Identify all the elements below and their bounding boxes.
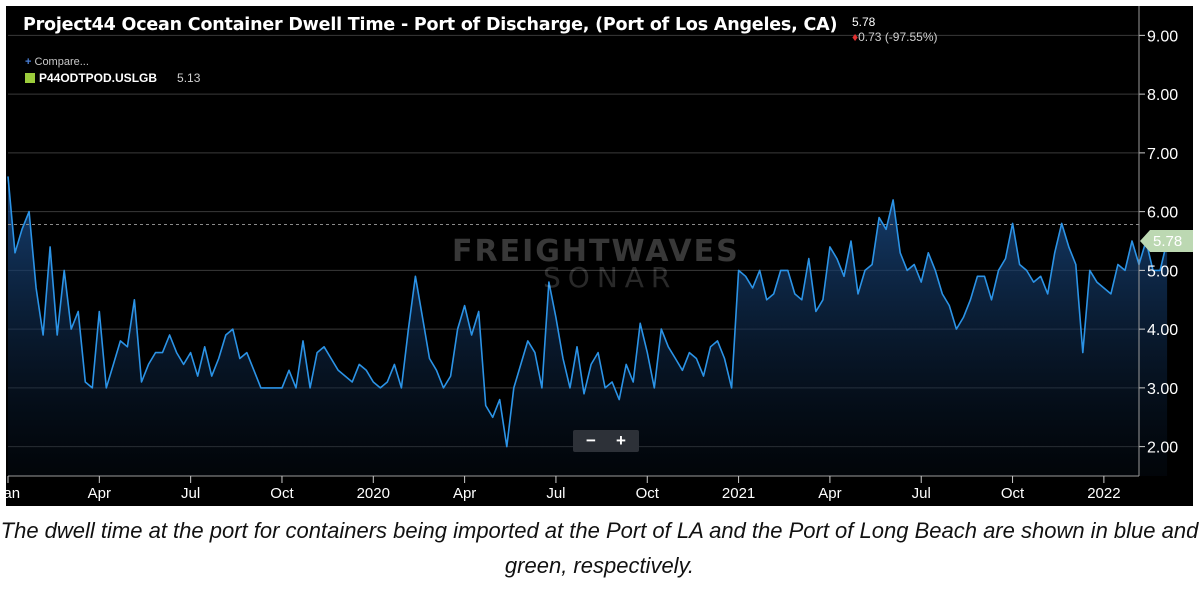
value-flag-shape [1140, 230, 1193, 252]
x-tick-label: Oct [636, 485, 660, 502]
zoom-in-button[interactable]: + [616, 431, 626, 450]
figure-caption: The dwell time at the port for container… [0, 518, 1199, 578]
x-tick-label: 2021 [722, 485, 755, 502]
legend-value: 5.13 [177, 71, 201, 85]
zoom-out-button[interactable]: − [586, 431, 596, 450]
x-tick-label: Apr [818, 485, 841, 502]
change-text: 0.73 (-97.55%) [858, 30, 938, 44]
value-flag-label: 5.78 [1153, 233, 1182, 250]
chart-plot: 2.00 3.00 4.00 5.00 6.00 7.00 8.00 9.00 Jan Apr Ju… [6, 6, 1193, 502]
last-value: 5.78 [852, 15, 876, 29]
x-tick-label: Jan [6, 485, 20, 502]
y-tick-label: 4.00 [1147, 322, 1178, 339]
x-tick-label: Jul [181, 485, 200, 502]
x-tick-label: Jul [912, 485, 931, 502]
legend-entry[interactable]: P44ODTPOD.USLGB 5.13 [25, 71, 200, 85]
plus-icon: + [25, 56, 32, 68]
x-tick-label: Oct [1001, 485, 1025, 502]
series-line [7, 176, 1168, 448]
y-tick-label: 8.00 [1147, 87, 1178, 104]
y-tick-label: 7.00 [1147, 146, 1178, 163]
legend-symbol: P44ODTPOD.USLGB [39, 71, 158, 85]
x-tick-label: Jul [546, 485, 565, 502]
change-indicator-icon: ♦ [852, 30, 859, 44]
y-tick-label: 5.00 [1147, 263, 1178, 280]
chart-panel: 2.00 3.00 4.00 5.00 6.00 7.00 8.00 9.00 Jan Apr Ju… [6, 6, 1193, 506]
y-tick-label: 9.00 [1147, 28, 1178, 45]
series-area-fill [8, 176, 1168, 476]
change-value: ♦0.73 (-97.55%) [852, 30, 938, 44]
zoom-controls: − + [573, 430, 639, 452]
y-tick-label: 2.00 [1147, 440, 1178, 457]
watermark-sonar: SONAR [543, 261, 678, 294]
chart-title: Project44 Ocean Container Dwell Time - P… [23, 15, 838, 35]
x-tick-label: 2022 [1087, 485, 1120, 502]
legend-swatch [25, 73, 35, 83]
compare-label: Compare... [34, 56, 89, 68]
x-tick-label: Apr [453, 485, 476, 502]
x-tick-label: Apr [88, 485, 111, 502]
y-tick-label: 6.00 [1147, 205, 1178, 222]
flag-la-last-value: 5.78 [1140, 230, 1193, 252]
compare-link[interactable]: + Compare... [25, 56, 89, 68]
y-tick-label: 3.00 [1147, 381, 1178, 398]
x-tick-label: Oct [270, 485, 294, 502]
x-tick-label: 2020 [357, 485, 390, 502]
watermark-freightwaves: FREIGHTWAVES [452, 234, 740, 269]
